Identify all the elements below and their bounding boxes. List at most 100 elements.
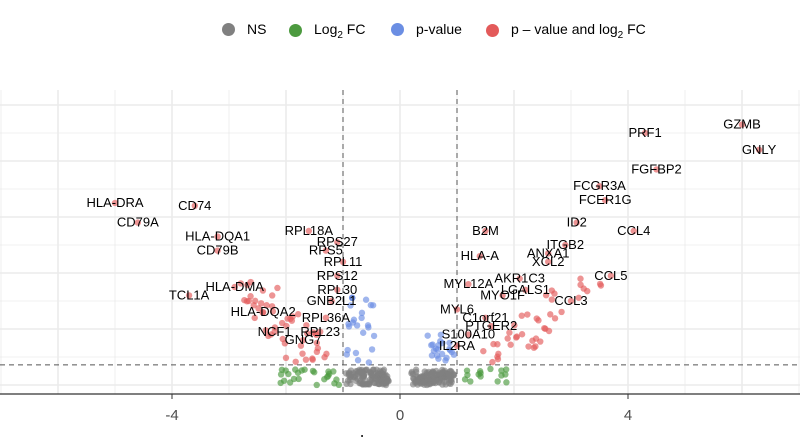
gene-label: MYL12A [443,276,493,291]
point-significant [532,335,540,342]
point-ns [448,376,455,383]
point-ns [424,374,431,381]
gene-label: CCL4 [617,223,650,238]
point-gene-fcgr3a [596,183,603,190]
point-pvalue [450,351,458,358]
point-significant [541,324,548,332]
legend-label-both-sub: 2 [617,29,624,41]
point-ns [352,372,359,379]
x-tick-label: 4 [624,407,632,424]
gene-label: RPL18A [285,223,334,238]
point-significant [577,275,584,282]
point-pvalue [446,346,454,354]
point-significant [506,329,513,336]
point-pvalue [370,332,378,340]
point-gene-cd74 [191,202,198,209]
point-ns [367,371,375,378]
legend-label-ns: NS [247,21,267,37]
legend-swatch-log2fc [289,24,302,38]
gene-label: RPL36A [302,310,351,325]
point-gene-tcl1a [185,292,193,299]
point-ns [442,381,449,388]
point-ns [352,377,360,384]
point-pvalue [343,351,351,358]
point-significant [303,330,311,337]
point-significant [247,278,254,286]
point-log2fc [311,369,318,376]
legend-swatch-pvalue-and-log2fc [486,24,499,38]
point-log2fc [298,367,305,374]
legend-swatch-ns [222,22,235,36]
point-significant [251,314,258,322]
legend-label-log2fc-sub: 2 [337,29,343,41]
point-significant [283,322,290,330]
point-pvalue [424,332,431,339]
gene-label: GNLY [742,142,777,157]
point-significant [524,311,531,318]
gene-label: LGALS1 [501,282,550,297]
point-gene-myl12a [465,281,472,288]
point-gene-ccl3 [567,297,575,305]
point-significant [551,315,559,322]
point-ns [374,370,382,378]
point-significant [480,347,487,355]
gene-label: PTGER2 [465,318,517,333]
point-significant [596,280,604,288]
point-gene-id2 [573,219,580,226]
point-log2fc [325,368,332,375]
point-log2fc [321,376,328,383]
point-significant [269,292,276,299]
point-pvalue [446,339,453,347]
point-significant [292,358,299,365]
point-significant [263,302,270,309]
gene-label: HLA-DQA1 [185,229,250,244]
point-significant [282,354,290,362]
point-significant [518,331,526,338]
point-ns [344,377,352,384]
gene-label: S100A10 [442,327,496,342]
point-significant [297,342,305,349]
point-gene-rps5 [322,247,330,254]
point-pvalue [367,301,375,309]
point-ns [383,379,390,386]
point-ns [428,369,436,376]
gene-label: HLA-DRA [86,195,143,210]
point-significant [262,327,270,334]
gene-label: TCL1A [169,287,210,302]
gene-label: XCL2 [532,254,565,269]
point-gene-fcer1g [602,197,609,204]
point-log2fc [295,375,302,383]
point-significant [279,335,286,343]
point-significant [257,300,265,307]
gene-label: CD74 [178,198,211,213]
point-ns [380,374,388,381]
point-pvalue [428,352,436,359]
point-pvalue [359,329,367,336]
point-significant [530,344,538,351]
point-ns [441,369,449,376]
legend-item-ns: NS [222,21,266,37]
gene-label: MYO1F [480,287,525,302]
point-gene-ncf1 [271,328,278,335]
gene-label: RPL23 [300,324,340,339]
point-log2fc [503,379,510,386]
point-gene-rpl11 [339,258,347,265]
point-gene-prf1 [641,129,649,137]
legend-label-both-tail: FC [623,21,646,37]
point-significant [302,356,310,363]
point-gene-rps12 [334,272,341,279]
point-significant [545,327,553,335]
gene-label: RPS27 [317,234,358,249]
point-gene-rpl30 [334,286,341,293]
point-gene-rps27 [334,239,341,246]
point-pvalue [348,294,356,302]
gene-label: CCL5 [594,268,627,283]
point-log2fc [280,377,288,384]
point-gene-hla-dra [111,199,119,207]
point-gene-lgals1 [522,286,529,293]
point-ns [418,373,426,381]
gene-label: HLA-DMA [205,279,264,294]
legend-label-log2fc: Log2 FC [314,21,365,41]
point-gene-gzmb [738,121,746,128]
